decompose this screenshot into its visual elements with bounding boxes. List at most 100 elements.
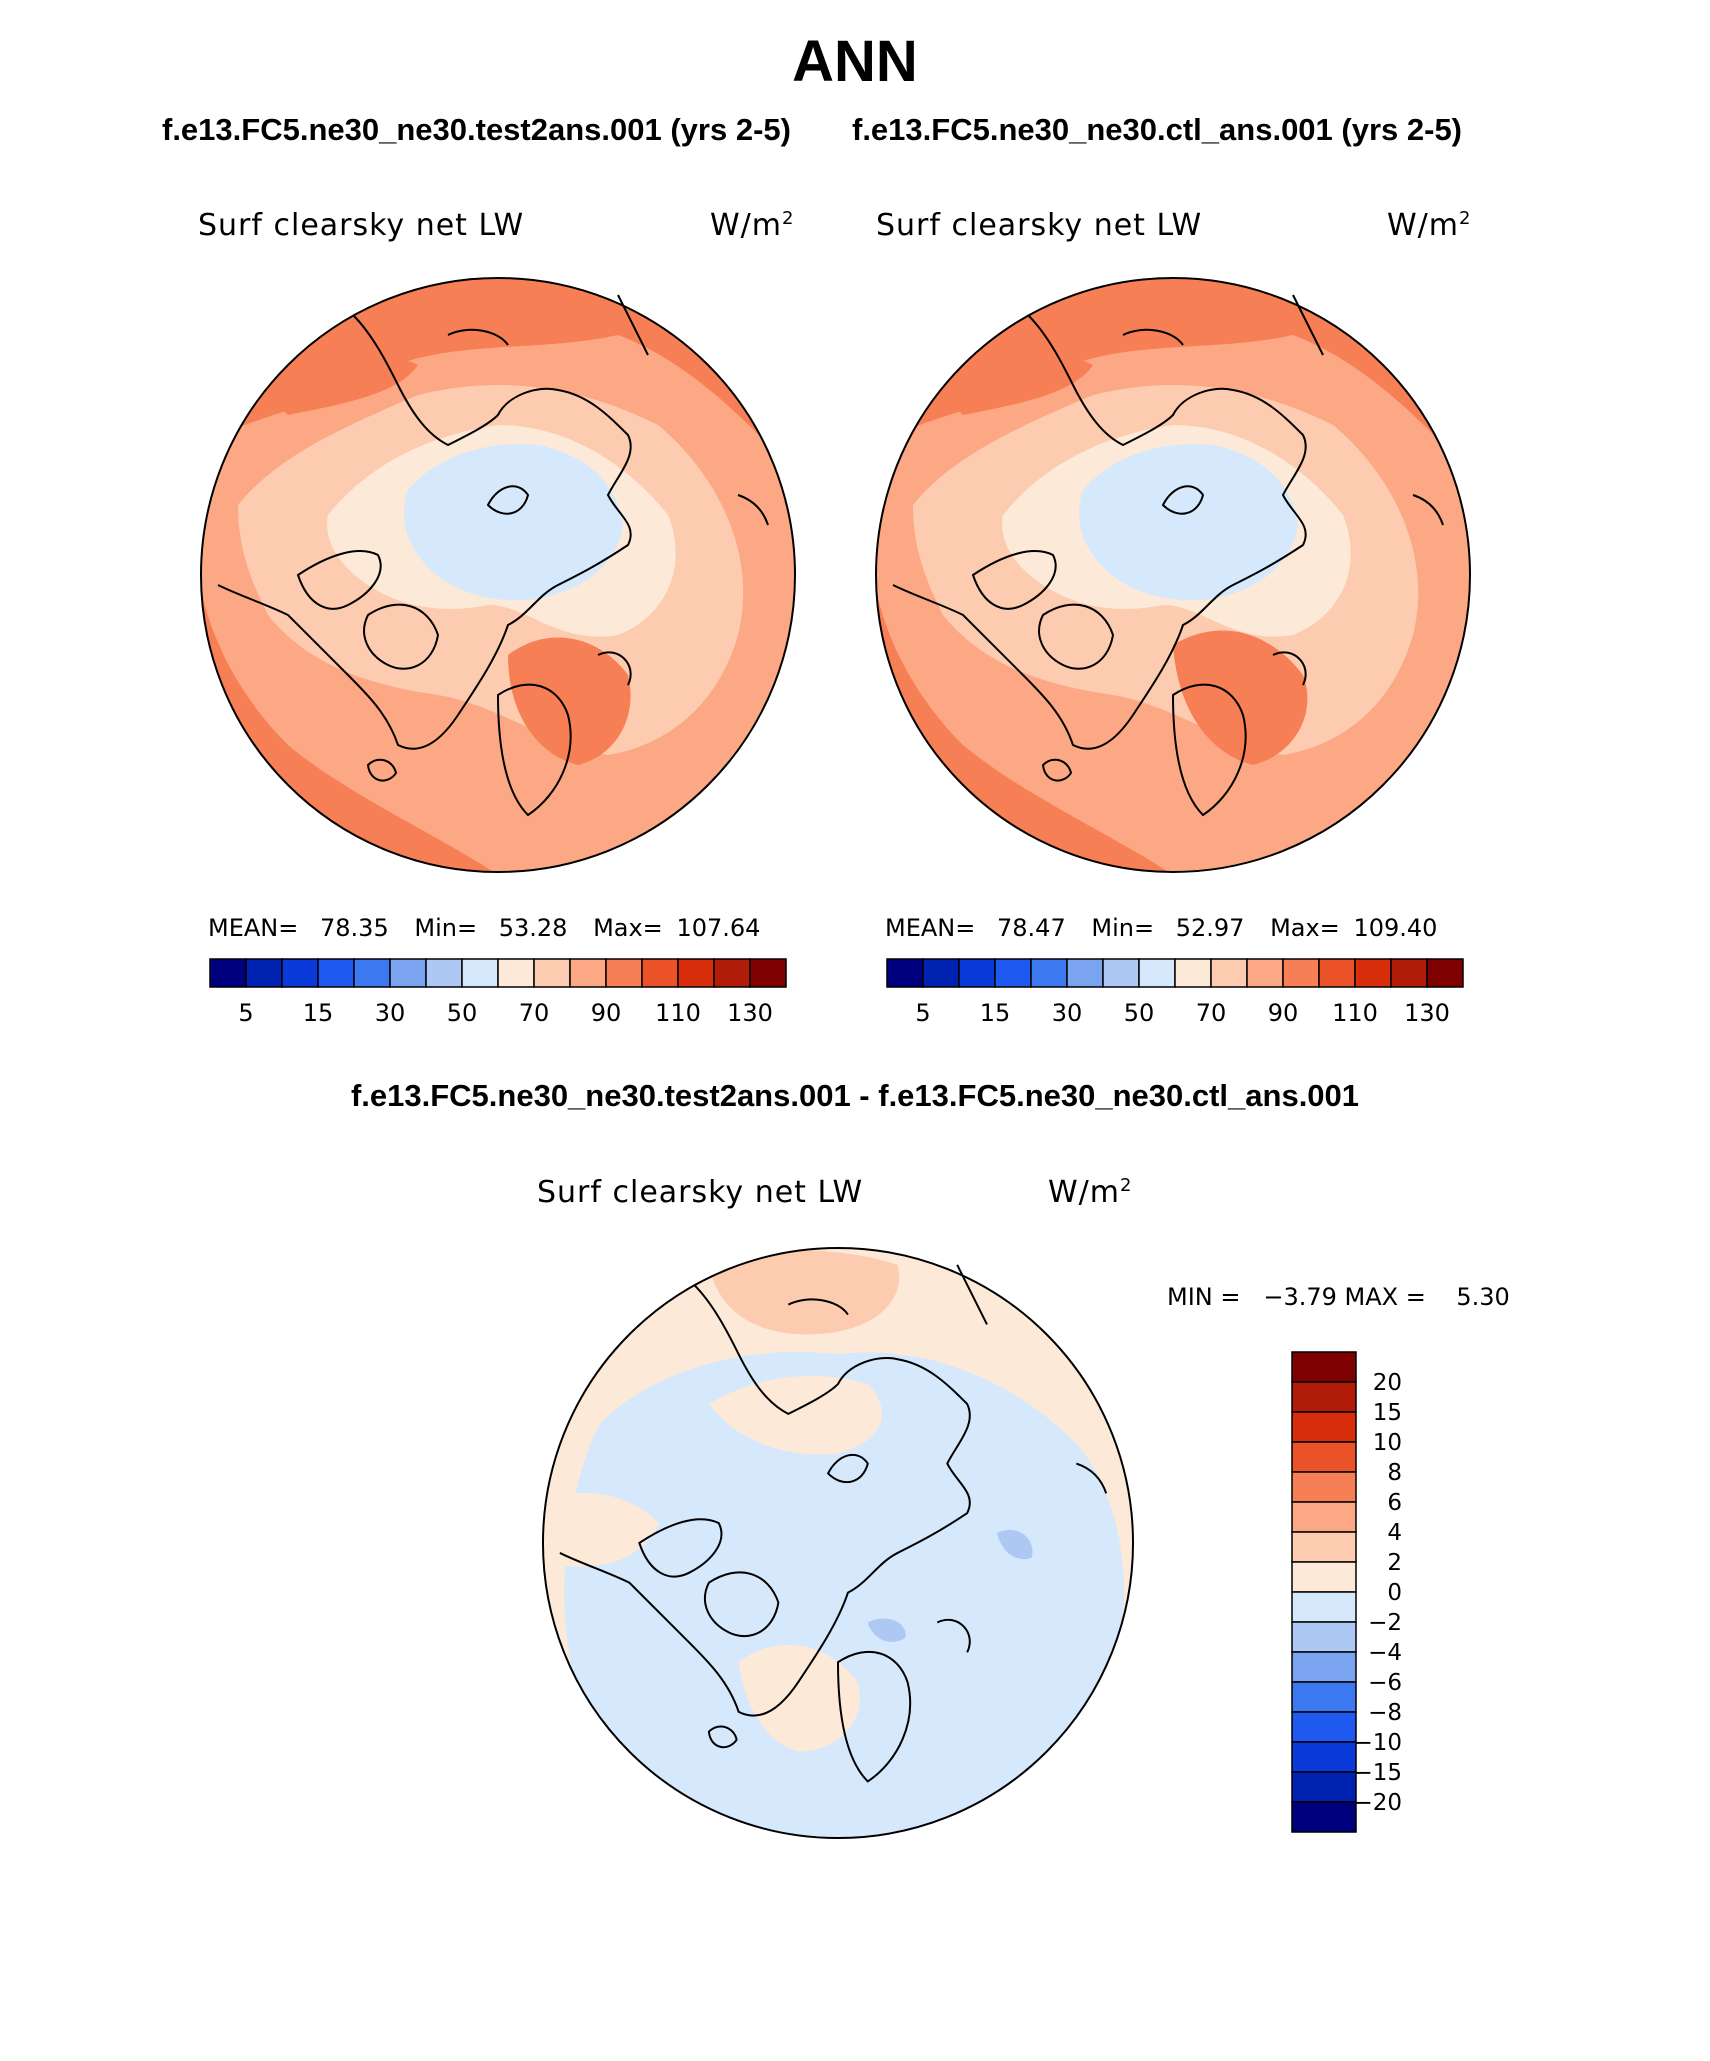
colorbar-tick-label: 90 bbox=[591, 999, 622, 1027]
diff-coastlines bbox=[559, 1264, 1108, 1783]
colorbar-swatch bbox=[749, 958, 787, 988]
left-map-border bbox=[200, 277, 796, 873]
left-colorbar: 5 15 30 50 70 90 110 130 bbox=[209, 958, 787, 1027]
difference-title: f.e13.FC5.ne30_ne30.test2ans.001 - f.e13… bbox=[350, 1078, 1360, 1113]
right-coastlines bbox=[892, 294, 1444, 817]
colorbar-tick-label: 30 bbox=[375, 999, 406, 1027]
colorbar-swatch bbox=[569, 958, 607, 988]
colorbar-swatch bbox=[1390, 958, 1428, 988]
right-min-label: Min= bbox=[1091, 914, 1155, 942]
diff-colorbar-tick-label: 4 bbox=[1387, 1520, 1402, 1546]
colorbar-swatch bbox=[1102, 958, 1140, 988]
left-min-value: 53.28 bbox=[498, 914, 568, 942]
colorbar-swatch bbox=[1210, 958, 1248, 988]
right-units-label: W/m2 bbox=[1387, 208, 1472, 243]
diff-colorbar-tick-label: 20 bbox=[1373, 1370, 1402, 1396]
right-max-value: 109.40 bbox=[1353, 914, 1438, 942]
diff-colorbar-tick-label: 2 bbox=[1387, 1550, 1402, 1576]
left-coastlines bbox=[217, 294, 769, 817]
diff-variable-label: Surf clearsky net LW bbox=[537, 1175, 864, 1210]
left-max-label: Max= bbox=[593, 914, 663, 942]
right-max-label: Max= bbox=[1270, 914, 1340, 942]
diff-colorbar-swatch bbox=[1291, 1651, 1357, 1683]
diff-colorbar-swatch bbox=[1291, 1801, 1357, 1833]
right-variable-label: Surf clearsky net LW bbox=[876, 208, 1203, 243]
diff-colorbar-swatch bbox=[1291, 1531, 1357, 1563]
left-stats: MEAN= 78.35 Min= 53.28 Max= 107.64 bbox=[208, 914, 760, 942]
colorbar-tick-label: 50 bbox=[1124, 999, 1155, 1027]
colorbar-tick-label: 130 bbox=[1404, 999, 1450, 1027]
colorbar-swatch bbox=[641, 958, 679, 988]
difference-polar-map bbox=[541, 1246, 1135, 1840]
colorbar-swatch bbox=[245, 958, 283, 988]
left-case-title: f.e13.FC5.ne30_ne30.test2ans.001 (yrs 2-… bbox=[162, 112, 791, 147]
diff-colorbar-tick-label: −2 bbox=[1368, 1610, 1402, 1636]
left-map-fill bbox=[201, 278, 795, 872]
diff-map-fill bbox=[542, 1247, 1134, 1839]
diff-colorbar-swatch bbox=[1291, 1681, 1357, 1713]
diff-colorbar-swatch bbox=[1291, 1411, 1357, 1443]
left-min-label: Min= bbox=[414, 914, 478, 942]
colorbar-swatch bbox=[533, 958, 571, 988]
diff-colorbar-tick-label: −8 bbox=[1368, 1700, 1402, 1726]
diff-colorbar-swatch bbox=[1291, 1561, 1357, 1593]
colorbar-tick-label: 30 bbox=[1052, 999, 1083, 1027]
colorbar-swatch bbox=[389, 958, 427, 988]
diff-colorbar-tick-label: −20 bbox=[1353, 1790, 1402, 1816]
right-map-border bbox=[875, 277, 1471, 873]
colorbar-swatch bbox=[1030, 958, 1068, 988]
right-case-title: f.e13.FC5.ne30_ne30.ctl_ans.001 (yrs 2-5… bbox=[852, 112, 1463, 147]
left-max-value: 107.64 bbox=[676, 914, 761, 942]
colorbar-swatch bbox=[1318, 958, 1356, 988]
right-mean-value: 78.47 bbox=[997, 914, 1066, 942]
diff-colorbar-tick-label: −6 bbox=[1368, 1670, 1402, 1696]
colorbar-swatch bbox=[886, 958, 924, 988]
colorbar-tick-label: 5 bbox=[915, 999, 930, 1027]
right-colorbar: 5 15 30 50 70 90 110 130 bbox=[886, 958, 1464, 1027]
right-map-fill bbox=[876, 278, 1470, 872]
right-mean-label: MEAN= bbox=[885, 914, 976, 942]
colorbar-swatch bbox=[281, 958, 319, 988]
colorbar-swatch bbox=[994, 958, 1032, 988]
diff-colorbar-tick-label: −15 bbox=[1353, 1760, 1402, 1786]
colorbar-tick-label: 70 bbox=[519, 999, 550, 1027]
colorbar-tick-label: 15 bbox=[303, 999, 334, 1027]
colorbar-swatch bbox=[317, 958, 355, 988]
diff-colorbar-tick-label: 6 bbox=[1387, 1490, 1402, 1516]
diff-colorbar-tick-label: 15 bbox=[1373, 1400, 1402, 1426]
colorbar-tick-label: 50 bbox=[447, 999, 478, 1027]
diff-colorbar-tick-label: −10 bbox=[1353, 1730, 1402, 1756]
colorbar-swatch bbox=[1426, 958, 1464, 988]
diff-colorbar-tick-label: 0 bbox=[1387, 1580, 1402, 1606]
colorbar-swatch bbox=[497, 958, 535, 988]
diff-colorbar-swatch bbox=[1291, 1591, 1357, 1623]
diff-colorbar-swatch bbox=[1291, 1351, 1357, 1383]
colorbar-tick-label: 15 bbox=[980, 999, 1011, 1027]
colorbar-swatch bbox=[1282, 958, 1320, 988]
right-polar-map bbox=[875, 277, 1471, 873]
diff-map-border bbox=[541, 1246, 1135, 1840]
right-min-value: 52.97 bbox=[1175, 914, 1245, 942]
figure-title: ANN bbox=[792, 29, 918, 94]
colorbar-swatch bbox=[1174, 958, 1212, 988]
left-mean-label: MEAN= bbox=[208, 914, 299, 942]
colorbar-swatch bbox=[677, 958, 715, 988]
colorbar-tick-label: 70 bbox=[1196, 999, 1227, 1027]
colorbar-tick-label: 110 bbox=[655, 999, 701, 1027]
colorbar-tick-label: 5 bbox=[238, 999, 253, 1027]
colorbar-swatch bbox=[209, 958, 247, 988]
colorbar-swatch bbox=[922, 958, 960, 988]
colorbar-swatch bbox=[1246, 958, 1284, 988]
colorbar-swatch bbox=[353, 958, 391, 988]
diff-units-label: W/m2 bbox=[1048, 1175, 1133, 1210]
diff-colorbar-swatch bbox=[1291, 1501, 1357, 1533]
colorbar-swatch bbox=[1066, 958, 1104, 988]
colorbar-swatch bbox=[461, 958, 499, 988]
colorbar-swatch bbox=[713, 958, 751, 988]
left-units-label: W/m2 bbox=[710, 208, 795, 243]
diff-colorbar-swatch bbox=[1291, 1381, 1357, 1413]
colorbar-swatch bbox=[1354, 958, 1392, 988]
diff-colorbar-swatch bbox=[1291, 1711, 1357, 1743]
colorbar-tick-label: 90 bbox=[1268, 999, 1299, 1027]
left-polar-map bbox=[200, 277, 796, 873]
